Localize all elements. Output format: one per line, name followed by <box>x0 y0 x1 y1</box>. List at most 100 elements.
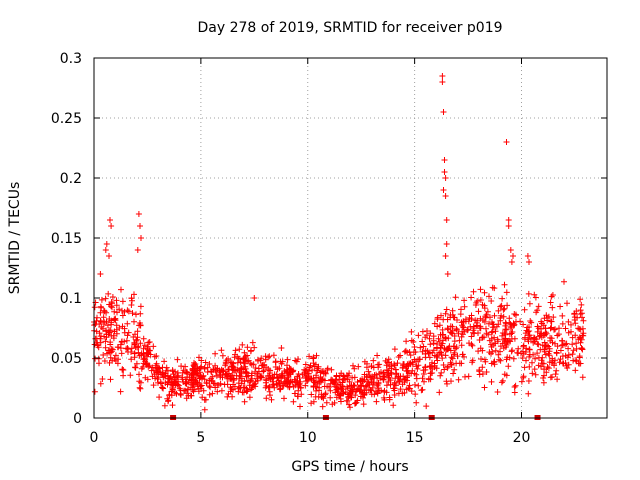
data-point <box>534 323 541 330</box>
data-point <box>140 352 147 359</box>
data-point <box>242 357 249 364</box>
data-point <box>374 361 381 368</box>
data-point <box>355 363 362 370</box>
data-point <box>503 320 510 327</box>
data-point <box>128 295 135 302</box>
data-point <box>136 320 143 326</box>
data-point <box>421 378 427 385</box>
data-point <box>511 321 518 328</box>
data-point <box>541 366 547 373</box>
data-point <box>186 374 193 381</box>
data-point <box>476 337 483 343</box>
data-point <box>475 308 482 315</box>
data-point <box>107 376 114 383</box>
data-point <box>413 363 420 370</box>
data-point <box>476 325 483 332</box>
data-point <box>310 398 317 405</box>
data-point <box>365 368 372 375</box>
data-point <box>91 304 98 311</box>
data-point <box>486 293 492 300</box>
data-point <box>161 358 168 365</box>
data-point <box>525 378 532 384</box>
data-point <box>163 364 170 371</box>
data-point <box>575 336 582 343</box>
data-point <box>497 303 504 310</box>
data-point <box>578 345 585 351</box>
data-point <box>468 333 475 340</box>
data-point <box>420 371 427 377</box>
data-point <box>449 355 456 362</box>
data-point <box>451 349 458 356</box>
data-point <box>229 363 236 369</box>
data-point <box>534 307 541 314</box>
data-point <box>180 367 187 374</box>
data-point <box>104 322 111 329</box>
data-point <box>224 373 231 380</box>
data-point <box>380 370 387 376</box>
data-point <box>182 363 189 370</box>
data-point <box>450 370 457 377</box>
data-point <box>251 381 257 388</box>
data-point <box>131 291 137 298</box>
data-point <box>202 359 209 366</box>
data-point <box>308 391 315 398</box>
data-point <box>263 382 270 389</box>
data-point <box>481 356 488 363</box>
data-point <box>556 325 562 332</box>
data-point <box>106 359 113 366</box>
data-point <box>97 309 104 316</box>
data-point <box>102 295 109 302</box>
data-point <box>107 354 114 361</box>
data-point <box>378 387 385 394</box>
data-point <box>505 363 512 370</box>
data-point <box>203 380 210 387</box>
data-point <box>156 394 163 401</box>
data-point <box>354 379 361 385</box>
data-point <box>434 357 441 364</box>
data-point <box>477 286 484 293</box>
y-tick-label: 0 <box>73 411 82 427</box>
data-point <box>150 343 157 350</box>
data-point <box>252 365 259 371</box>
data-point <box>170 371 177 378</box>
data-point <box>577 296 584 303</box>
x-tick-label: 5 <box>196 430 205 446</box>
data-point <box>232 351 238 358</box>
data-point <box>259 362 266 369</box>
data-point <box>208 368 214 375</box>
data-point <box>386 396 393 403</box>
data-point <box>101 358 108 364</box>
data-point <box>272 364 279 370</box>
data-point <box>504 302 511 309</box>
data-point <box>438 312 444 319</box>
axis-ticks: 0 5 10 15 20 0 0.05 0.1 0.15 0.2 0.25 0.3 <box>51 51 607 446</box>
data-point <box>451 314 458 321</box>
data-point <box>459 351 466 358</box>
data-point <box>227 359 234 366</box>
data-point <box>217 374 224 381</box>
data-point <box>282 378 289 385</box>
data-point <box>370 357 377 364</box>
data-point <box>153 353 160 359</box>
data-point <box>380 394 387 401</box>
data-point <box>231 383 238 390</box>
data-point <box>579 346 586 352</box>
data-point <box>444 316 451 323</box>
data-point <box>415 332 422 339</box>
data-point <box>491 340 498 347</box>
data-point <box>384 359 391 366</box>
data-point <box>519 355 526 361</box>
data-point <box>274 375 281 382</box>
data-point <box>276 365 283 372</box>
data-point <box>128 349 134 355</box>
data-point <box>539 320 545 327</box>
y-tick-label: 0.05 <box>51 351 82 367</box>
data-point <box>314 367 321 374</box>
data-point <box>492 347 499 354</box>
data-point <box>529 359 535 366</box>
data-point <box>415 382 422 389</box>
data-point <box>97 271 104 277</box>
data-point <box>115 344 122 351</box>
data-point <box>144 343 151 350</box>
data-point <box>508 348 515 355</box>
